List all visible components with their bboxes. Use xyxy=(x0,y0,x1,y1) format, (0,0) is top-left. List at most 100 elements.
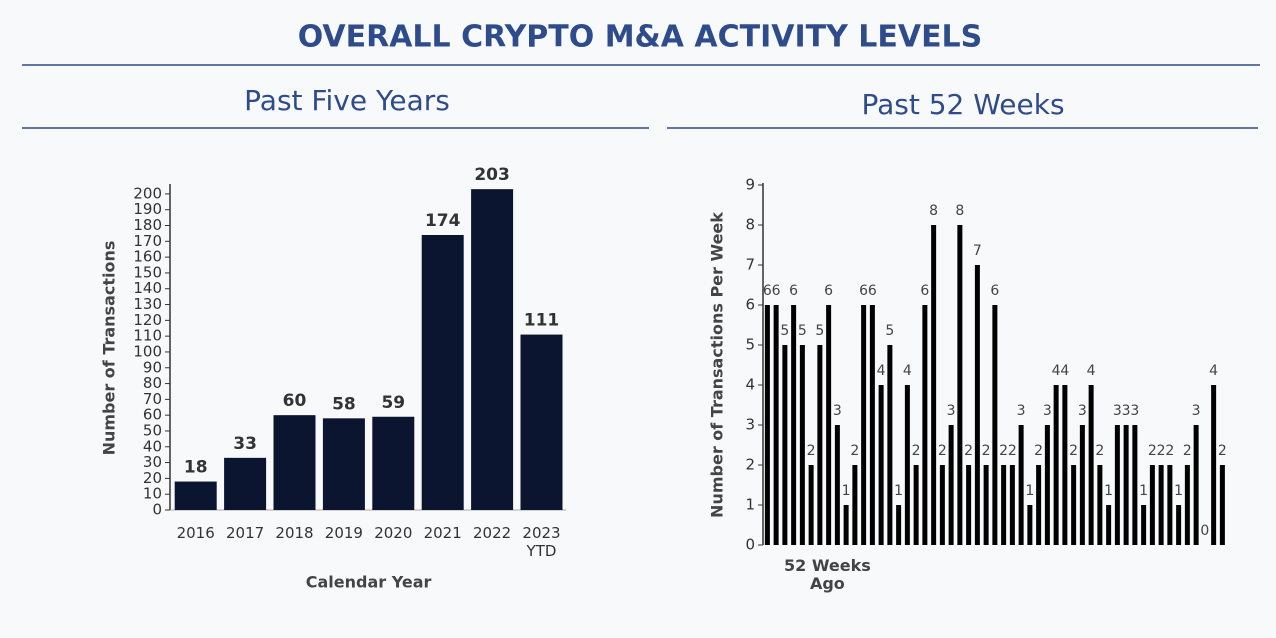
bar xyxy=(1211,385,1217,545)
value-label: 2 xyxy=(1034,443,1043,459)
x-tick-label: 2017 xyxy=(226,524,265,542)
bar xyxy=(1079,425,1085,545)
bar xyxy=(1106,505,1112,545)
value-label: 6 xyxy=(789,283,798,299)
y-tick-label: 120 xyxy=(133,311,162,329)
bar xyxy=(948,425,954,545)
value-label: 3 xyxy=(1043,403,1052,419)
bar xyxy=(1149,465,1155,545)
value-label: 4 xyxy=(1087,363,1096,379)
value-label: 1 xyxy=(1104,483,1113,499)
bar xyxy=(966,465,972,545)
y-tick-label: 160 xyxy=(133,248,162,266)
bar xyxy=(1044,425,1050,545)
value-label: 3 xyxy=(1122,403,1131,419)
bar xyxy=(421,234,464,510)
bar xyxy=(931,225,937,545)
bar xyxy=(799,345,805,545)
page-title: OVERALL CRYPTO M&A ACTIVITY LEVELS xyxy=(298,20,983,55)
value-label: 0 xyxy=(1200,523,1209,539)
bar xyxy=(878,385,884,545)
value-label: 4 xyxy=(877,363,886,379)
bar xyxy=(1097,465,1103,545)
bar xyxy=(1071,465,1077,545)
y-tick-label: 4 xyxy=(745,376,755,394)
bar xyxy=(983,465,989,545)
y-tick-label: 190 xyxy=(133,200,162,218)
bar xyxy=(922,305,928,545)
value-label: 3 xyxy=(1078,403,1087,419)
bar xyxy=(817,345,823,545)
value-label: 2 xyxy=(1218,443,1227,459)
y-tick-label: 0 xyxy=(152,501,162,519)
bar xyxy=(957,225,963,545)
value-label: 1 xyxy=(894,483,903,499)
bar xyxy=(1123,425,1129,545)
bar xyxy=(904,385,910,545)
bar xyxy=(1141,505,1147,545)
value-label: 2 xyxy=(850,443,859,459)
bar xyxy=(834,425,840,545)
value-label: 5 xyxy=(885,323,894,339)
y-tick-label: 0 xyxy=(745,536,755,554)
value-label: 59 xyxy=(381,393,405,413)
value-label: 5 xyxy=(780,323,789,339)
y-tick-label: 110 xyxy=(133,327,162,345)
bar xyxy=(782,345,788,545)
bar xyxy=(520,334,563,510)
bar xyxy=(1018,425,1024,545)
y-tick-label: 5 xyxy=(745,336,755,354)
bar xyxy=(992,305,998,545)
bar xyxy=(174,481,217,510)
y-tick-label: 170 xyxy=(133,232,162,250)
value-label: 18 xyxy=(184,458,208,478)
y-tick-label: 130 xyxy=(133,295,162,313)
bar xyxy=(913,465,919,545)
value-label: 3 xyxy=(1017,403,1026,419)
y-tick-label: 20 xyxy=(143,469,162,487)
bar xyxy=(1184,465,1190,545)
value-label: 2 xyxy=(1183,443,1192,459)
bar xyxy=(322,418,365,510)
value-label: 4 xyxy=(1052,363,1061,379)
bar xyxy=(1219,465,1225,545)
y-tick-label: 50 xyxy=(143,421,162,439)
value-label: 2 xyxy=(1165,443,1174,459)
bar xyxy=(974,265,980,545)
x-tick-label: 2016 xyxy=(176,524,215,542)
value-label: 3 xyxy=(833,403,842,419)
value-label: 6 xyxy=(763,283,772,299)
value-label: 111 xyxy=(524,311,560,331)
bar xyxy=(939,465,945,545)
bar xyxy=(1176,505,1182,545)
y-tick-label: 6 xyxy=(745,296,755,314)
y-tick-label: 2 xyxy=(745,456,755,474)
y-tick-label: 3 xyxy=(745,416,755,434)
y-axis-label: Number of Transactions Per Week xyxy=(708,212,727,518)
y-tick-label: 140 xyxy=(133,279,162,297)
y-tick-label: 1 xyxy=(745,496,755,514)
value-label: 2 xyxy=(912,443,921,459)
bar xyxy=(1036,465,1042,545)
bar xyxy=(1009,465,1015,545)
chart-title: Past Five Years xyxy=(244,84,450,117)
bar xyxy=(1193,425,1199,545)
bar xyxy=(808,465,814,545)
bar xyxy=(1088,385,1094,545)
y-tick-label: 200 xyxy=(133,184,162,202)
bar xyxy=(273,415,316,510)
value-label: 2 xyxy=(807,443,816,459)
bar xyxy=(843,505,849,545)
y-tick-label: 100 xyxy=(133,342,162,360)
y-tick-label: 180 xyxy=(133,216,162,234)
bar xyxy=(826,305,832,545)
value-label: 8 xyxy=(929,203,938,219)
x-tick-label: 2020 xyxy=(374,524,413,542)
bar xyxy=(1158,465,1164,545)
value-label: 3 xyxy=(947,403,956,419)
value-label: 2 xyxy=(964,443,973,459)
value-label: 2 xyxy=(999,443,1008,459)
value-label: 2 xyxy=(1148,443,1157,459)
y-tick-label: 8 xyxy=(745,216,755,234)
